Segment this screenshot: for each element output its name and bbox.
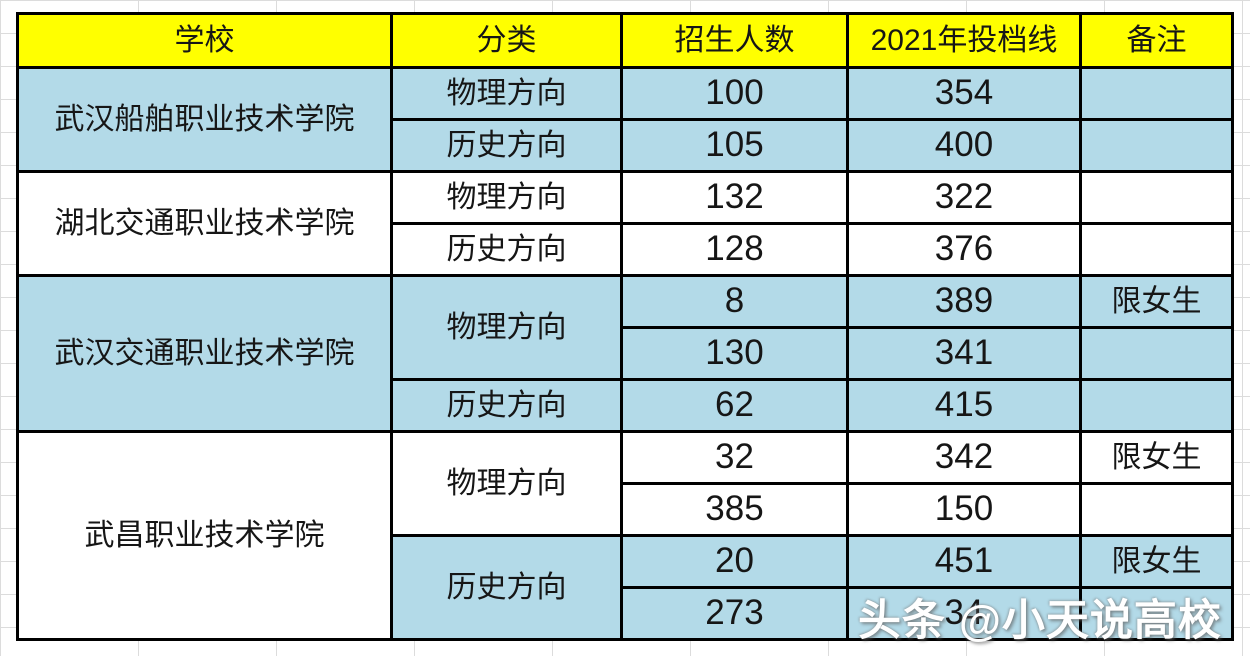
- school-cell-wuchang: 武昌职业技术学院: [19, 433, 393, 641]
- category-cell: 物理方向: [393, 69, 623, 121]
- school-cell-hubei-communications: 湖北交通职业技术学院: [19, 173, 393, 277]
- remark-cell: 限女生: [1082, 537, 1234, 589]
- category-cell: 历史方向: [393, 121, 623, 173]
- remark-cell: [1082, 121, 1234, 173]
- line-cell: 451: [849, 537, 1082, 589]
- enrollment-cell: 132: [623, 173, 849, 225]
- remark-cell: 限女生: [1082, 277, 1234, 329]
- category-cell: 历史方向: [393, 537, 623, 641]
- enrollment-cell: 8: [623, 277, 849, 329]
- line-cell: 150: [849, 485, 1082, 537]
- admissions-table: 学校 分类 招生人数 2021年投档线 备注 武汉船舶职业技术学院 湖北交通职业…: [16, 12, 1234, 641]
- enrollment-cell: 128: [623, 225, 849, 277]
- header-cell-enrollment: 招生人数: [623, 15, 849, 69]
- category-cell: 物理方向: [393, 277, 623, 381]
- line-cell: 341: [849, 329, 1082, 381]
- category-cell: 物理方向: [393, 433, 623, 537]
- enrollment-cell: 105: [623, 121, 849, 173]
- header-cell-category: 分类: [393, 15, 623, 69]
- category-cell: 历史方向: [393, 225, 623, 277]
- line-cell: 415: [849, 381, 1082, 433]
- remark-cell: 限女生: [1082, 433, 1234, 485]
- remark-cell: [1082, 173, 1234, 225]
- line-cell: 342: [849, 433, 1082, 485]
- remark-cell: [1082, 329, 1234, 381]
- header-cell-remark: 备注: [1082, 15, 1234, 69]
- enrollment-cell: 62: [623, 381, 849, 433]
- line-cell: 354: [849, 69, 1082, 121]
- category-cell: 历史方向: [393, 381, 623, 433]
- header-cell-line-2021: 2021年投档线: [849, 15, 1082, 69]
- header-cell-school: 学校: [19, 15, 393, 69]
- school-cell-wuhan-shipbuilding: 武汉船舶职业技术学院: [19, 69, 393, 173]
- enrollment-cell: 385: [623, 485, 849, 537]
- remark-cell: [1082, 485, 1234, 537]
- enrollment-cell: 20: [623, 537, 849, 589]
- toutiao-watermark: 头条 @小天说高校: [858, 597, 1222, 645]
- enrollment-cell: 32: [623, 433, 849, 485]
- enrollment-cell: 130: [623, 329, 849, 381]
- line-cell: 400: [849, 121, 1082, 173]
- line-cell: 389: [849, 277, 1082, 329]
- remark-cell: [1082, 381, 1234, 433]
- school-cell-wuhan-communications: 武汉交通职业技术学院: [19, 277, 393, 433]
- line-cell: 322: [849, 173, 1082, 225]
- line-cell: 34: [849, 589, 1082, 641]
- line-cell: 376: [849, 225, 1082, 277]
- remark-cell: [1082, 69, 1234, 121]
- remark-cell: [1082, 589, 1234, 641]
- category-cell: 物理方向: [393, 173, 623, 225]
- enrollment-cell: 100: [623, 69, 849, 121]
- enrollment-cell: 273: [623, 589, 849, 641]
- remark-cell: [1082, 225, 1234, 277]
